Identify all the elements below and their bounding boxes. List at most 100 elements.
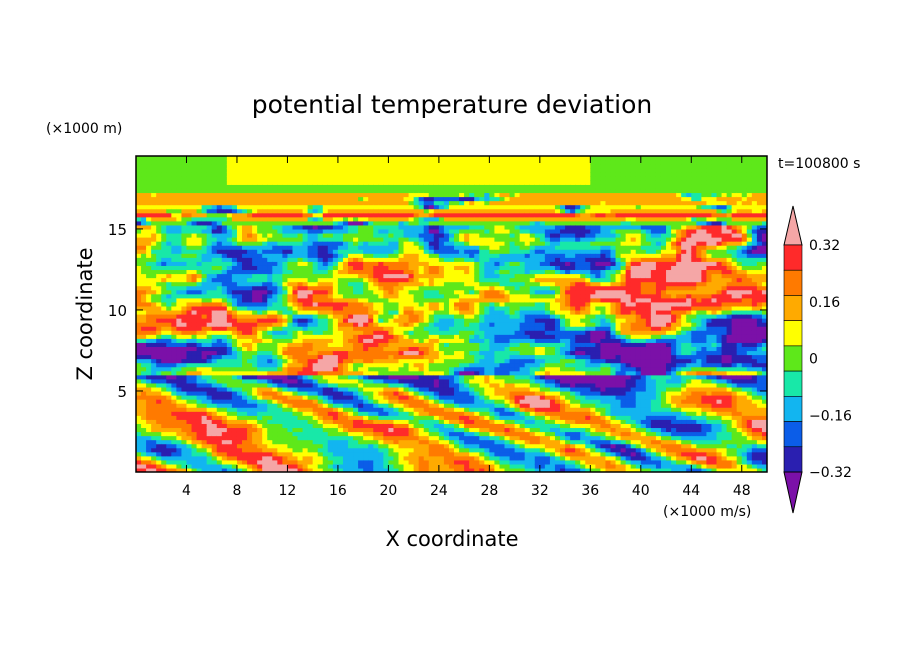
heatmap-cell: [423, 419, 430, 424]
heatmap-cell: [201, 386, 208, 392]
heatmap-cell: [146, 208, 152, 214]
heatmap-cell: [403, 253, 410, 258]
heatmap-cell: [348, 390, 354, 396]
heatmap-cell: [418, 334, 425, 339]
heatmap-cell: [383, 261, 389, 266]
heatmap-cell: [368, 285, 374, 291]
heatmap-cell: [292, 362, 299, 368]
heatmap-cell: [307, 342, 314, 348]
heatmap-cell: [287, 386, 294, 392]
heatmap-cell: [247, 176, 253, 181]
heatmap-cell: [297, 370, 304, 376]
heatmap-cell: [368, 224, 374, 230]
heatmap-cell: [413, 342, 420, 348]
heatmap-cell: [302, 297, 309, 303]
heatmap-cell: [176, 208, 183, 214]
heatmap-cell: [201, 204, 208, 210]
heatmap-cell: [413, 237, 420, 242]
heatmap-cell: [327, 253, 334, 258]
heatmap-cell: [176, 338, 183, 343]
heatmap-cell: [247, 305, 253, 311]
heatmap-cell: [272, 431, 278, 437]
heatmap-cell: [161, 423, 167, 429]
heatmap-cell: [438, 362, 445, 368]
heatmap-cell: [141, 172, 147, 177]
heatmap-cell: [196, 265, 203, 271]
heatmap-cell: [277, 314, 283, 319]
heatmap-cell: [383, 395, 389, 400]
heatmap-cell: [136, 216, 142, 222]
heatmap-cell: [403, 395, 410, 400]
heatmap-cell: [156, 261, 162, 266]
heatmap-cell: [206, 451, 213, 457]
heatmap-cell: [418, 232, 425, 238]
heatmap-cell: [136, 293, 142, 299]
heatmap-cell: [448, 386, 455, 392]
heatmap-cell: [252, 228, 258, 234]
heatmap-cell: [252, 168, 258, 173]
heatmap-cell: [272, 212, 278, 218]
heatmap-cell: [236, 390, 243, 396]
heatmap-cell: [368, 160, 374, 165]
heatmap-cell: [156, 415, 162, 420]
heatmap-cell: [136, 407, 142, 412]
heatmap-cell: [226, 208, 233, 214]
heatmap-cell: [413, 354, 420, 360]
heatmap-cell: [348, 192, 354, 198]
heatmap-cell: [307, 156, 314, 161]
heatmap-cell: [292, 370, 299, 376]
heatmap-cell: [216, 382, 223, 388]
heatmap-cell: [176, 399, 183, 404]
heatmap-cell: [433, 208, 440, 214]
heatmap-cell: [176, 334, 183, 339]
heatmap-cell: [413, 386, 420, 392]
heatmap-cell: [408, 411, 415, 416]
heatmap-cell: [438, 459, 445, 465]
heatmap-cell: [388, 390, 395, 396]
heatmap-cell: [181, 423, 188, 429]
heatmap-cell: [413, 200, 420, 206]
heatmap-cell: [348, 188, 354, 194]
heatmap-cell: [236, 172, 243, 177]
heatmap-cell: [156, 423, 162, 429]
heatmap-cell: [433, 180, 440, 185]
heatmap-cell: [418, 305, 425, 311]
heatmap-cell: [358, 467, 364, 472]
heatmap-cell: [378, 399, 384, 404]
heatmap-cell: [307, 297, 314, 303]
heatmap-cell: [242, 431, 248, 437]
heatmap-cell: [236, 285, 243, 291]
heatmap-cell: [297, 228, 304, 234]
heatmap-cell: [322, 407, 329, 412]
heatmap-cell: [408, 423, 415, 429]
heatmap-cell: [327, 342, 334, 348]
heatmap-cell: [317, 423, 324, 429]
heatmap-cell: [166, 176, 172, 181]
heatmap-cell: [267, 192, 273, 198]
heatmap-cell: [247, 431, 253, 437]
heatmap-cell: [312, 390, 319, 396]
heatmap-cell: [312, 176, 319, 181]
heatmap-cell: [358, 338, 364, 343]
heatmap-cell: [262, 382, 268, 388]
heatmap-cell: [297, 289, 304, 295]
heatmap-cell: [378, 192, 384, 198]
heatmap-cell: [242, 156, 248, 161]
heatmap-cell: [267, 232, 273, 238]
heatmap-cell: [267, 403, 273, 408]
heatmap-cell: [257, 382, 263, 388]
heatmap-cell: [206, 212, 213, 218]
heatmap-cell: [191, 346, 198, 352]
heatmap-cell: [277, 354, 283, 360]
heatmap-cell: [262, 273, 268, 279]
heatmap-cell: [388, 184, 395, 190]
heatmap-cell: [272, 411, 278, 416]
heatmap-cell: [438, 196, 445, 202]
heatmap-cell: [342, 318, 349, 323]
heatmap-cell: [348, 220, 354, 226]
heatmap-cell: [408, 467, 415, 472]
heatmap-cell: [272, 253, 278, 258]
heatmap-cell: [383, 415, 389, 420]
heatmap-cell: [277, 435, 283, 441]
heatmap-cell: [413, 431, 420, 437]
